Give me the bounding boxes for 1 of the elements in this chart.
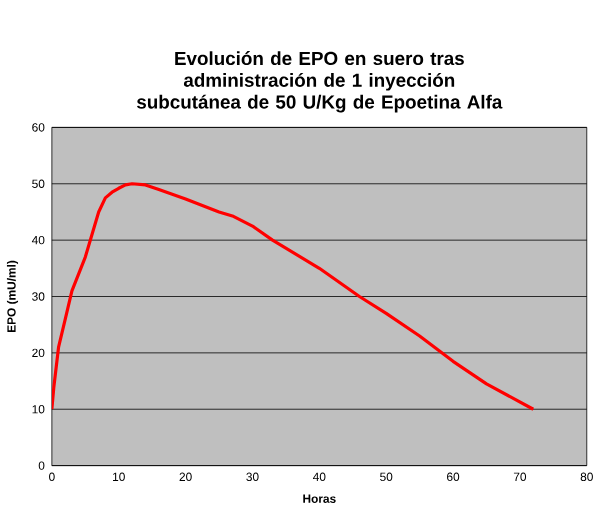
chart-title: Evolución de EPO en suero tras administración de 1 inyección subcutánea de 50 U/Kg de Epoetina Alfa [136, 51, 503, 113]
